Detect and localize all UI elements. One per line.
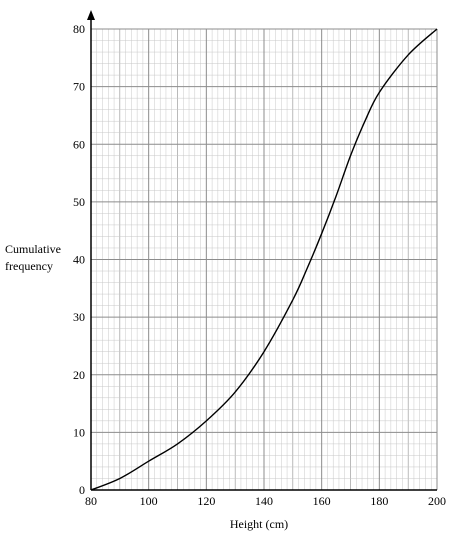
y-tick-label: 0 bbox=[79, 483, 85, 497]
y-tick-label: 80 bbox=[73, 22, 85, 36]
y-tick-label: 50 bbox=[73, 195, 85, 209]
axes bbox=[87, 10, 437, 491]
series bbox=[90, 28, 438, 491]
y-axis-arrow-icon bbox=[87, 10, 95, 20]
y-tick-label: 20 bbox=[73, 368, 85, 382]
x-tick-label: 100 bbox=[140, 494, 158, 508]
y-tick-labels: 0 10 20 30 40 50 60 70 80 bbox=[73, 22, 85, 497]
cumulative-frequency-curve bbox=[90, 28, 438, 491]
x-tick-label: 200 bbox=[428, 494, 446, 508]
x-tick-label: 140 bbox=[255, 494, 273, 508]
y-tick-label: 40 bbox=[73, 253, 85, 267]
x-tick-label: 180 bbox=[370, 494, 388, 508]
x-axis-label: Height (cm) bbox=[230, 517, 288, 531]
y-tick-label: 60 bbox=[73, 137, 85, 151]
y-tick-label: 10 bbox=[73, 425, 85, 439]
x-tick-label: 160 bbox=[313, 494, 331, 508]
y-axis-label-line-2: frequency bbox=[5, 259, 53, 273]
x-tick-labels: 80 100 120 140 160 180 200 bbox=[85, 494, 446, 508]
x-tick-label: 120 bbox=[197, 494, 215, 508]
y-tick-label: 70 bbox=[73, 80, 85, 94]
x-tick-label: 80 bbox=[85, 494, 97, 508]
y-axis-label-line-1: Cumulative bbox=[5, 242, 61, 256]
y-tick-label: 30 bbox=[73, 310, 85, 324]
